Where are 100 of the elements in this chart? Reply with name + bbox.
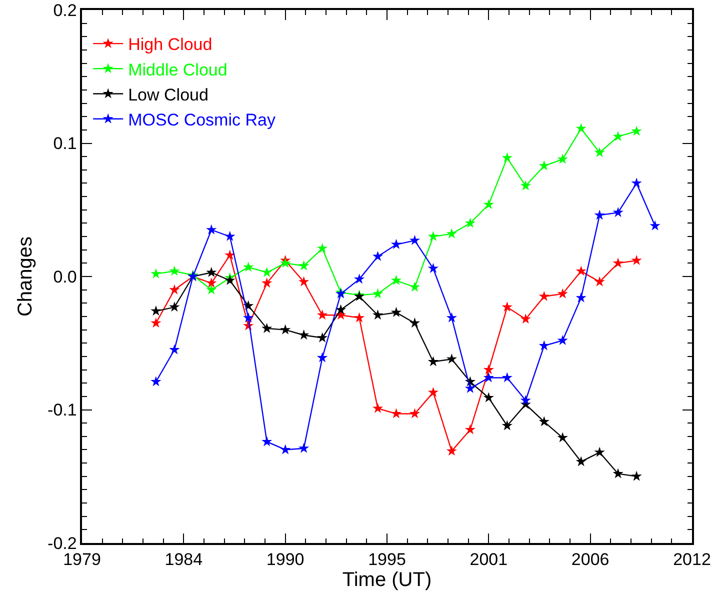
- point: [316, 310, 328, 320]
- point: [372, 288, 384, 298]
- point: [631, 126, 642, 136]
- point: [298, 260, 310, 270]
- point: [280, 258, 291, 268]
- x-tick-label: 2006: [571, 550, 610, 570]
- y-axis-title: Changes: [14, 236, 36, 317]
- y-tick-label: 0.1: [53, 134, 77, 154]
- point: [390, 274, 402, 286]
- point: [631, 178, 642, 188]
- point: [483, 198, 494, 210]
- point: [169, 266, 180, 276]
- point: [298, 442, 310, 453]
- point: [428, 262, 439, 274]
- point: [538, 160, 550, 170]
- y-tick-label: 0.2: [53, 0, 77, 20]
- point: [446, 228, 458, 238]
- point: [224, 230, 236, 242]
- point: [576, 456, 586, 466]
- point: [576, 122, 586, 134]
- point: [464, 382, 476, 393]
- point: [612, 258, 624, 268]
- point: [557, 334, 568, 345]
- point: [206, 278, 217, 288]
- point: [206, 224, 217, 234]
- point: [428, 230, 439, 242]
- point: [502, 420, 512, 430]
- y-tick-label: -0.1: [48, 400, 77, 420]
- point: [538, 290, 550, 302]
- point: [557, 288, 568, 298]
- point: [428, 386, 439, 397]
- point: [262, 278, 272, 288]
- point: [631, 470, 642, 481]
- point: [464, 424, 476, 434]
- point: [243, 312, 254, 322]
- point: [446, 445, 458, 456]
- point: [354, 274, 365, 284]
- point: [262, 266, 272, 278]
- point: [446, 354, 458, 364]
- point: [612, 206, 624, 218]
- point: [650, 220, 660, 230]
- x-tick-label: 1984: [164, 550, 203, 570]
- point: [372, 402, 384, 413]
- point: [557, 432, 568, 442]
- point: [483, 372, 494, 382]
- point: [520, 314, 531, 324]
- point: [206, 284, 217, 294]
- point: [372, 310, 384, 320]
- point: [262, 436, 272, 446]
- point: [280, 444, 291, 454]
- point: [224, 274, 236, 286]
- point: [390, 408, 402, 418]
- point: [316, 332, 328, 342]
- point: [631, 254, 642, 266]
- legend-label: High Cloud: [128, 35, 212, 54]
- legend-label: Low Cloud: [128, 85, 208, 104]
- x-tick-label: 1979: [63, 550, 101, 570]
- legend-label: Middle Cloud: [128, 60, 228, 80]
- point: [298, 330, 310, 340]
- point: [169, 302, 180, 312]
- point: [169, 284, 180, 294]
- point: [390, 306, 402, 318]
- point: [483, 364, 494, 374]
- y-tick-label: 0.0: [53, 267, 77, 286]
- point: [243, 262, 254, 272]
- point: [464, 218, 476, 228]
- x-axis-title: Time (UT): [342, 569, 432, 592]
- point: [206, 266, 217, 278]
- point: [502, 152, 512, 162]
- point: [390, 238, 402, 250]
- point: [150, 306, 162, 316]
- point: [169, 344, 180, 354]
- point: [316, 352, 328, 362]
- point: [594, 446, 605, 457]
- point: [316, 242, 328, 254]
- point: [224, 250, 236, 260]
- y-tick-label: -0.2: [48, 534, 77, 553]
- point: [538, 416, 550, 426]
- legend-label: MOSC Cosmic Ray: [128, 110, 276, 130]
- point: [150, 268, 162, 278]
- point: [335, 304, 346, 314]
- point: [428, 356, 439, 366]
- point: [557, 154, 568, 164]
- point: [150, 376, 162, 386]
- point: [409, 282, 420, 292]
- x-tick-label: 1995: [368, 550, 406, 570]
- x-tick-label: 2001: [470, 550, 508, 570]
- point: [594, 210, 605, 220]
- point: [520, 394, 531, 405]
- point: [594, 146, 605, 158]
- point: [372, 250, 384, 262]
- point: [280, 324, 291, 334]
- point: [298, 276, 310, 286]
- point: [612, 468, 624, 478]
- point: [538, 340, 550, 350]
- point: [409, 234, 420, 246]
- x-tick-label: 2012: [673, 550, 711, 570]
- x-tick-label: 1990: [266, 550, 304, 570]
- point: [483, 392, 494, 402]
- point: [576, 292, 586, 302]
